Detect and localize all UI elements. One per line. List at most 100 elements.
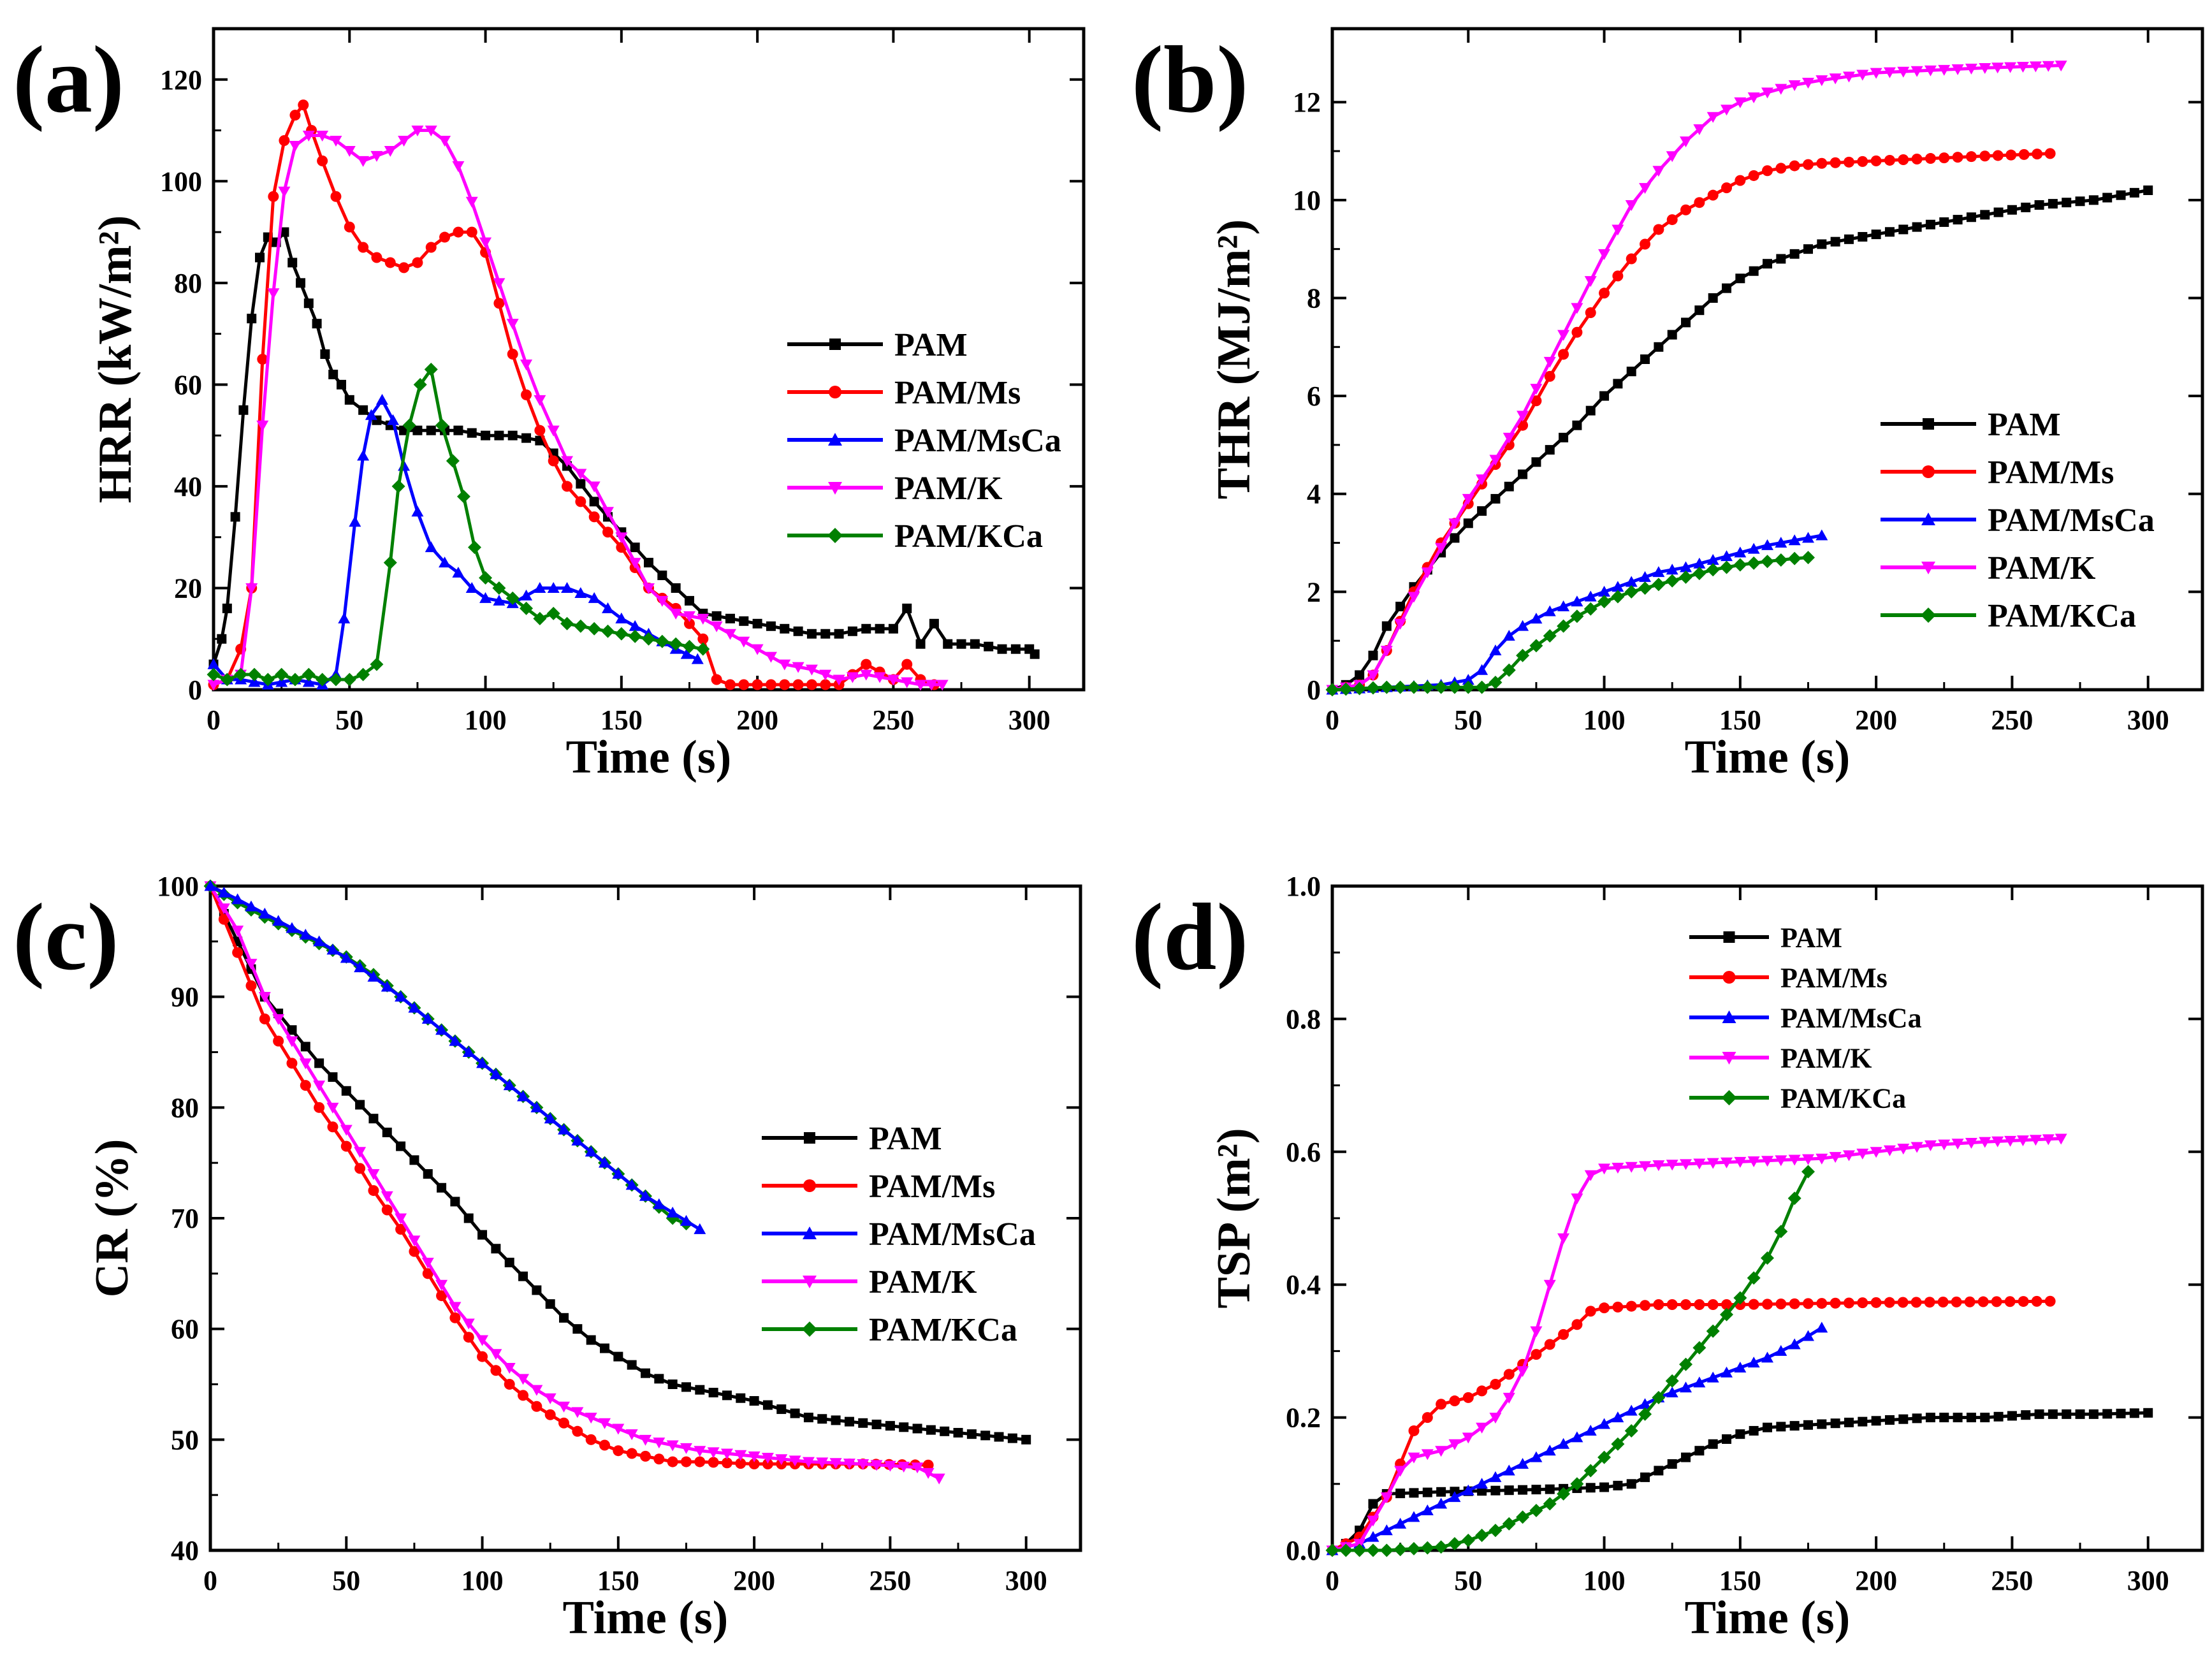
data-point xyxy=(435,418,449,432)
legend-marker xyxy=(803,1179,816,1192)
data-point xyxy=(671,583,681,593)
data-point xyxy=(790,1408,800,1418)
data-point xyxy=(585,1146,597,1157)
data-point xyxy=(1544,1339,1555,1350)
data-point xyxy=(2088,1409,2099,1419)
data-point xyxy=(1339,1543,1353,1557)
y-tick-label: 0.4 xyxy=(1286,1269,1321,1300)
data-point xyxy=(1461,1533,1475,1547)
data-point xyxy=(1693,124,1706,135)
data-point xyxy=(1666,1299,1678,1310)
legend-marker xyxy=(1723,931,1735,943)
legend-label: PAM/Ms xyxy=(894,375,1021,411)
data-point xyxy=(1408,1425,1420,1436)
data-point xyxy=(207,680,220,691)
data-point xyxy=(507,430,518,440)
data-point xyxy=(629,558,641,569)
data-point xyxy=(1693,1376,1706,1388)
data-point xyxy=(680,1214,692,1226)
data-point xyxy=(1421,1449,1434,1460)
data-point xyxy=(1733,1291,1747,1305)
data-point xyxy=(1557,1487,1571,1501)
series-pam-kca xyxy=(1325,551,1815,697)
data-point xyxy=(1489,1413,1502,1424)
data-point xyxy=(602,507,615,518)
series-pam-kca xyxy=(207,362,710,687)
data-point xyxy=(1571,1193,1583,1205)
data-point xyxy=(1775,1344,1787,1356)
data-point xyxy=(255,252,265,263)
x-tick-label: 50 xyxy=(1454,1565,1482,1596)
data-point xyxy=(625,1429,638,1441)
data-point xyxy=(479,592,492,603)
data-point xyxy=(411,506,424,517)
data-point xyxy=(666,1206,679,1218)
data-point xyxy=(1951,64,1964,75)
data-point xyxy=(615,532,628,544)
data-point xyxy=(1488,1524,1503,1538)
data-point xyxy=(544,1112,557,1124)
data-point xyxy=(1694,1446,1705,1456)
data-point xyxy=(765,679,776,690)
data-point xyxy=(871,1419,882,1429)
data-point xyxy=(1598,1418,1611,1429)
data-point xyxy=(748,1459,760,1470)
data-point xyxy=(289,140,302,152)
data-point xyxy=(1504,1485,1514,1496)
data-point xyxy=(504,1257,514,1267)
data-point xyxy=(503,1362,516,1374)
legend-marker xyxy=(1722,1010,1736,1023)
data-point xyxy=(479,237,492,249)
data-point xyxy=(1559,432,1569,442)
data-point xyxy=(1476,1385,1488,1397)
data-point xyxy=(1503,1392,1515,1404)
x-tick-label: 150 xyxy=(597,1565,639,1596)
data-point xyxy=(288,673,302,687)
x-tick-label: 300 xyxy=(2127,704,2169,736)
data-point xyxy=(2055,61,2067,72)
data-point xyxy=(1910,1142,1923,1153)
data-point xyxy=(1504,481,1514,491)
data-point xyxy=(1681,317,1691,328)
data-point xyxy=(803,1413,813,1423)
data-point xyxy=(1666,151,1678,163)
data-point xyxy=(656,595,669,607)
data-point xyxy=(956,639,966,649)
legend-marker xyxy=(1921,608,1936,623)
data-point xyxy=(1407,680,1421,694)
data-point xyxy=(1325,1543,1339,1557)
data-point xyxy=(504,1379,515,1390)
data-point xyxy=(697,633,709,644)
data-point xyxy=(1952,152,1963,163)
data-point xyxy=(533,611,547,625)
data-point xyxy=(1394,1517,1407,1529)
data-point xyxy=(1708,293,1718,303)
data-point xyxy=(710,621,723,632)
x-axis-title: Time (s) xyxy=(563,1592,729,1644)
data-point xyxy=(1599,391,1610,401)
data-point xyxy=(343,145,356,157)
legend-label: PAM/K xyxy=(1780,1042,1872,1074)
data-point xyxy=(739,616,749,626)
data-point xyxy=(588,592,600,603)
data-point xyxy=(1434,1540,1448,1554)
data-point xyxy=(2062,198,2072,208)
data-point xyxy=(1584,276,1597,288)
data-point xyxy=(231,925,244,936)
data-point xyxy=(574,586,587,598)
data-point xyxy=(1612,224,1624,236)
data-point xyxy=(926,1425,936,1435)
legend-marker xyxy=(828,433,842,446)
data-point xyxy=(1747,92,1760,104)
data-point xyxy=(1706,1324,1720,1338)
data-point xyxy=(435,1279,448,1291)
data-point xyxy=(1585,1483,1596,1493)
legend-marker xyxy=(1721,1090,1737,1105)
data-point xyxy=(994,1432,1004,1442)
data-point xyxy=(1692,1341,1706,1355)
data-point xyxy=(1409,1488,1419,1498)
data-point xyxy=(1380,1524,1393,1536)
data-point xyxy=(2034,1409,2044,1419)
data-point xyxy=(847,626,857,636)
data-point xyxy=(1679,1357,1693,1371)
